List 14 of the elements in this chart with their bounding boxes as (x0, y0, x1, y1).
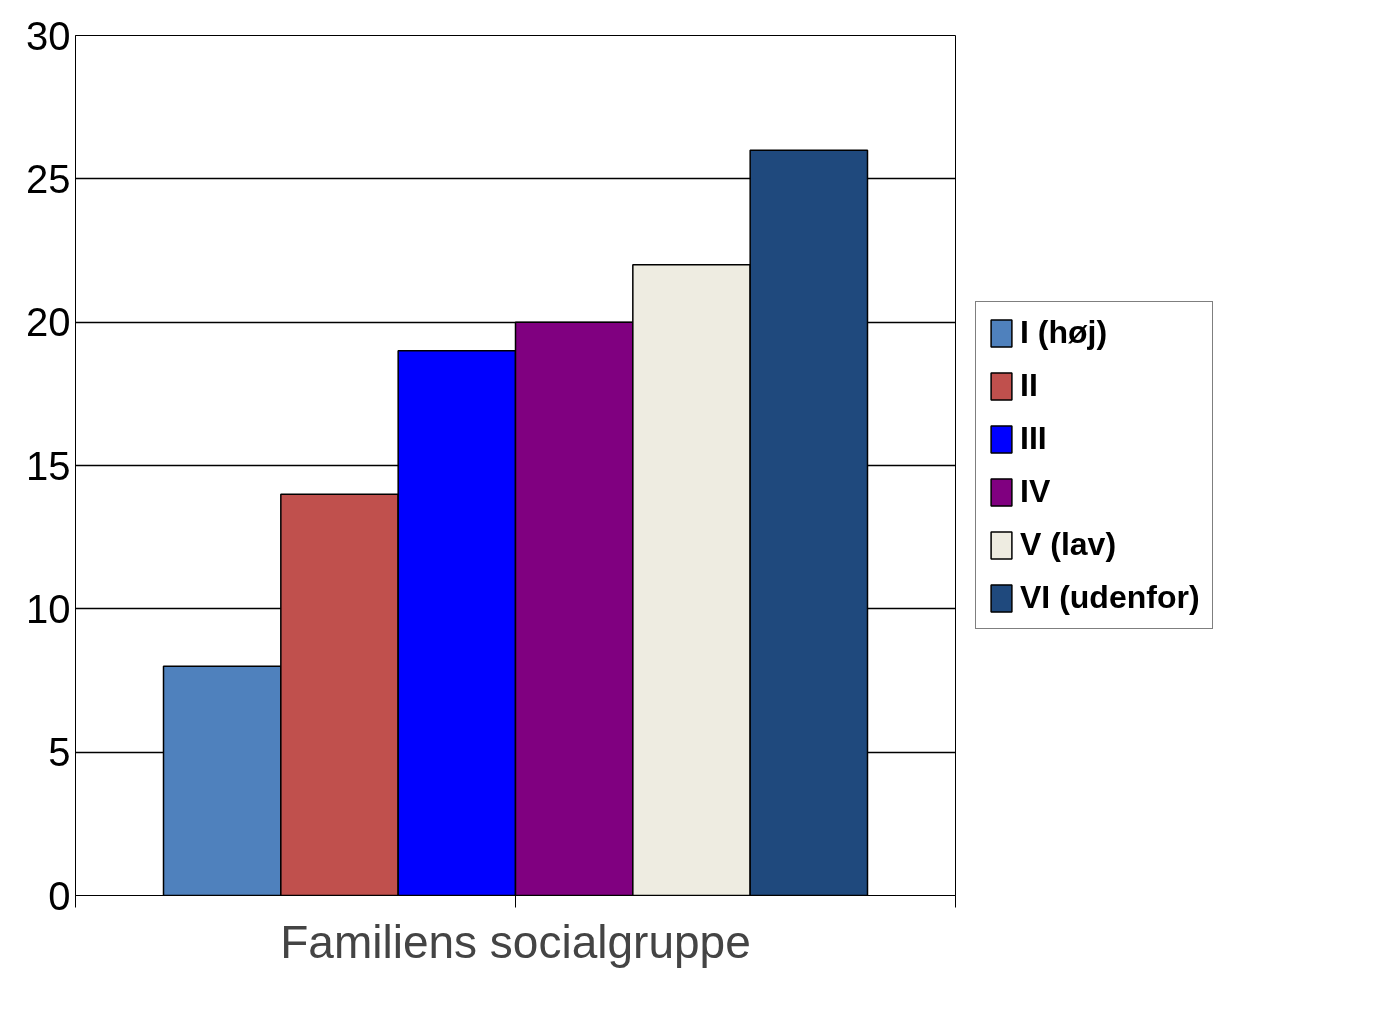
x-axis-title: Familiens socialgruppe (280, 915, 751, 968)
legend-label: IV (1020, 473, 1051, 510)
y-tick-label: 0 (48, 873, 71, 918)
legend-label: II (1020, 367, 1039, 404)
y-tick-label: 5 (48, 730, 71, 775)
legend-label: VI (udenfor) (1020, 579, 1200, 616)
y-tick-label: 30 (26, 13, 71, 58)
y-tick-label: 10 (26, 586, 71, 631)
y-tick-label: 25 (26, 156, 71, 201)
legend-label: III (1020, 420, 1047, 457)
y-tick-label: 20 (26, 300, 71, 345)
legend-label: I (høj) (1020, 314, 1108, 351)
legend-label: V (lav) (1020, 526, 1117, 563)
y-tick-label: 15 (26, 443, 71, 488)
